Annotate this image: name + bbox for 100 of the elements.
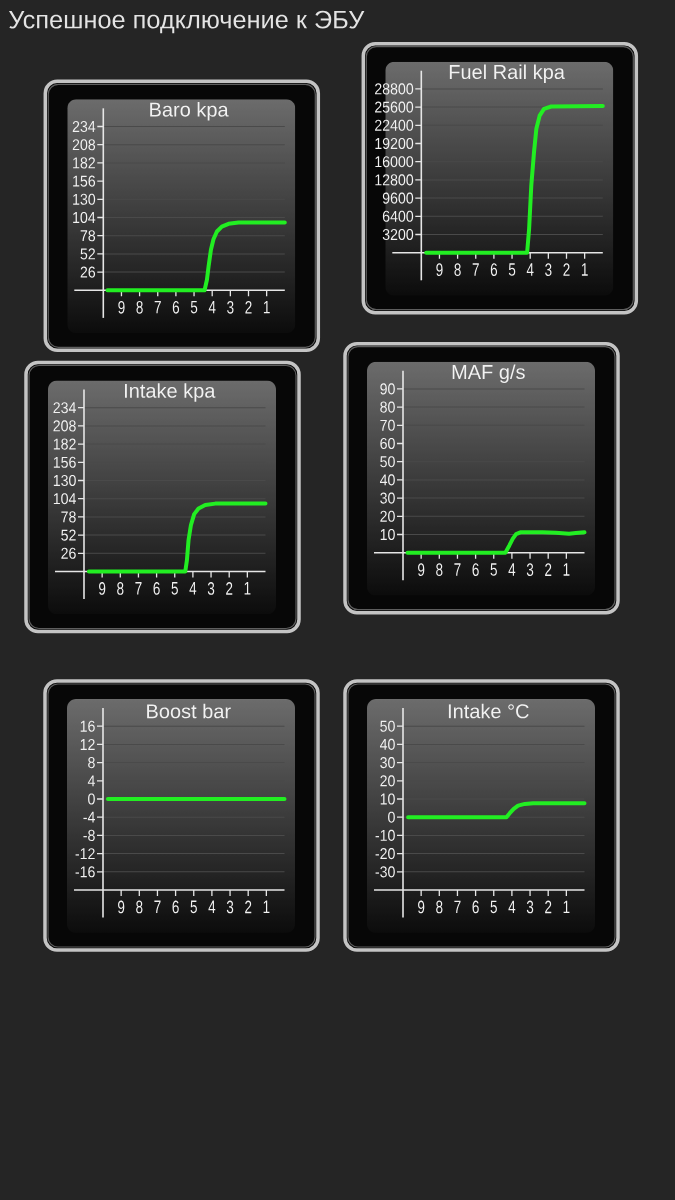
y-tick-label: -30 <box>375 866 395 878</box>
y-tick-label: 12 <box>80 738 95 750</box>
y-tick-label: 80 <box>380 401 395 413</box>
x-tick-label: 1 <box>263 300 270 314</box>
x-tick-label: 5 <box>490 900 497 914</box>
x-tick-label: 7 <box>454 563 461 576</box>
y-tick-label: 6400 <box>382 210 414 222</box>
y-tick-label: 10 <box>380 528 395 541</box>
x-tick-label: 6 <box>490 263 498 277</box>
y-tick-label: 208 <box>53 420 76 432</box>
x-tick-label: 9 <box>418 563 425 577</box>
x-tick-label: 5 <box>190 300 198 314</box>
x-tick-label: 4 <box>189 582 197 595</box>
x-tick-label: 1 <box>244 582 251 595</box>
y-tick-label: 234 <box>72 120 96 133</box>
y-tick-label: -4 <box>83 811 95 823</box>
y-tick-label: 40 <box>379 738 395 750</box>
line-series <box>424 103 605 255</box>
y-tick-label: 16000 <box>375 156 414 168</box>
x-tick-label: 5 <box>490 563 497 576</box>
x-tick-label: 8 <box>117 582 124 595</box>
y-tick-label: -12 <box>75 848 95 860</box>
y-tick-label: 50 <box>380 720 395 732</box>
y-tick-label: 156 <box>53 456 76 468</box>
x-tick-label: 1 <box>263 900 270 913</box>
x-tick-label: 2 <box>226 582 233 595</box>
y-tick-label: 182 <box>53 438 76 450</box>
x-tick-label: 7 <box>154 300 161 314</box>
y-tick-label: 25600 <box>375 101 414 113</box>
x-tick-label: 3 <box>227 300 234 314</box>
x-tick-label: 2 <box>245 900 252 914</box>
y-tick-label: 50 <box>380 456 395 468</box>
line-series <box>105 220 287 293</box>
y-tick-label: 19200 <box>375 137 414 150</box>
x-tick-label: 6 <box>472 563 479 577</box>
y-tick-label: 8 <box>88 757 95 769</box>
x-tick-label: 5 <box>171 582 178 595</box>
line-series <box>406 801 587 820</box>
x-tick-label: 2 <box>245 300 252 314</box>
y-tick-label: 4 <box>87 775 95 787</box>
x-tick-label: 1 <box>581 263 588 276</box>
y-tick-label: 182 <box>73 157 95 169</box>
x-tick-label: 7 <box>454 900 461 913</box>
y-tick-label: 12800 <box>375 174 414 186</box>
x-tick-label: 9 <box>436 263 443 277</box>
x-tick-label: 8 <box>436 563 443 577</box>
x-tick-label: 3 <box>226 900 234 914</box>
y-tick-label: 0 <box>388 811 395 823</box>
y-tick-label: -8 <box>83 829 95 841</box>
y-tick-label: -16 <box>75 866 95 878</box>
x-tick-label: 3 <box>545 263 552 277</box>
x-tick-label: 7 <box>472 263 479 276</box>
x-tick-label: 5 <box>508 263 516 276</box>
x-tick-label: 4 <box>526 263 534 276</box>
y-tick-label: 52 <box>61 529 76 541</box>
x-tick-label: 6 <box>153 582 160 595</box>
chart-title: Boost bar <box>147 703 231 719</box>
x-tick-label: 4 <box>508 900 516 913</box>
y-tick-label: 20 <box>380 775 395 787</box>
x-tick-label: 3 <box>526 900 534 914</box>
x-tick-label: 7 <box>135 582 142 595</box>
x-tick-label: 2 <box>545 900 552 914</box>
y-tick-label: 16 <box>80 720 95 732</box>
y-tick-label: 90 <box>380 383 395 395</box>
chart-title: Intake kpa <box>125 383 216 402</box>
x-tick-label: 9 <box>99 582 106 595</box>
x-tick-label: 8 <box>436 900 443 914</box>
y-tick-label: 104 <box>53 493 76 505</box>
x-tick-label: 5 <box>190 900 197 914</box>
y-tick-label: 10 <box>380 793 395 805</box>
x-tick-label: 3 <box>526 563 534 577</box>
x-tick-label: 6 <box>172 900 179 914</box>
x-tick-label: 6 <box>172 300 180 314</box>
y-tick-label: 22400 <box>375 119 414 131</box>
y-tick-label: 30 <box>380 757 395 769</box>
y-tick-label: 0 <box>88 793 95 805</box>
y-tick-label: 30 <box>380 492 395 504</box>
x-tick-label: 9 <box>418 900 425 914</box>
y-tick-label: 234 <box>53 402 76 414</box>
x-tick-label: 7 <box>154 900 161 913</box>
x-tick-label: 2 <box>563 263 570 276</box>
x-tick-label: 9 <box>118 300 125 314</box>
chart-title: Baro kpa <box>150 101 229 121</box>
x-tick-label: 4 <box>208 300 216 314</box>
line-series <box>86 501 268 574</box>
x-tick-label: 4 <box>508 563 516 576</box>
text: Успешное подключение к ЭБУ <box>8 10 365 34</box>
x-tick-label: 8 <box>136 900 143 914</box>
y-tick-label: 3200 <box>382 228 414 241</box>
y-tick-label: 156 <box>73 175 96 187</box>
y-tick-label: -10 <box>375 829 395 841</box>
x-tick-label: 9 <box>118 900 125 914</box>
y-tick-label: 60 <box>380 437 395 450</box>
y-tick-label: 26 <box>80 266 96 278</box>
y-tick-label: 104 <box>73 211 96 224</box>
x-tick-label: 3 <box>207 582 215 595</box>
y-tick-label: 70 <box>380 419 395 431</box>
x-tick-label: 1 <box>563 563 570 576</box>
y-tick-label: 9600 <box>382 192 414 204</box>
x-tick-label: 8 <box>454 263 461 277</box>
